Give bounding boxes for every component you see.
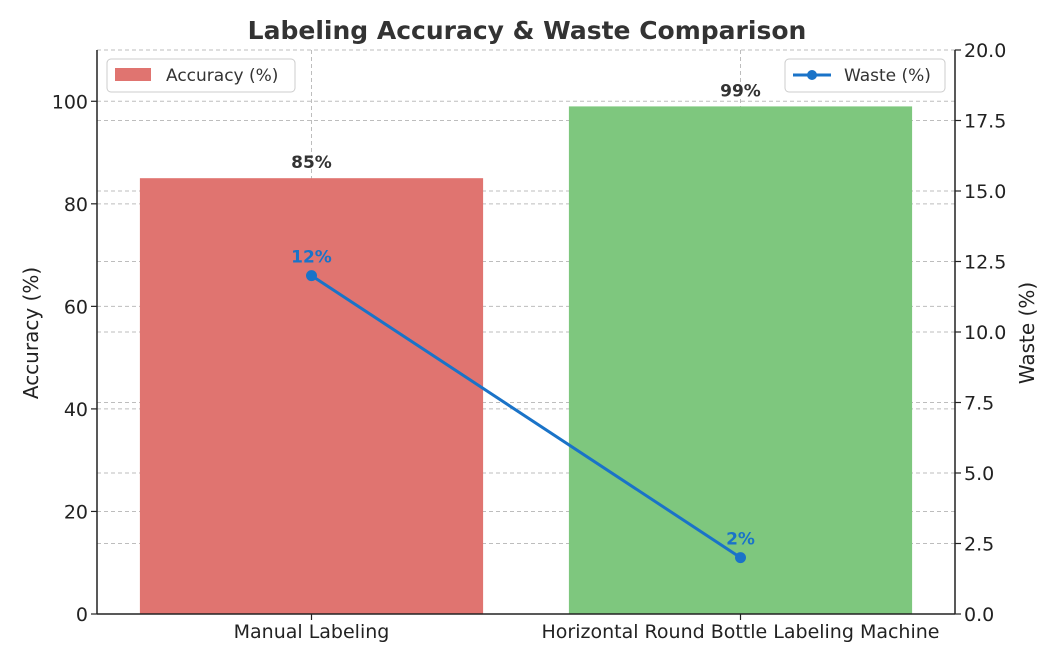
x-tick-label: Manual Labeling [234,621,390,643]
y-axis-label-right: Waste (%) [1015,282,1039,384]
y-tick-label-left: 40 [64,399,88,421]
y-axis-label-left: Accuracy (%) [19,267,43,399]
y-tick-label-right: 12.5 [964,252,1006,274]
bar [139,178,484,614]
bar-data-label: 85% [291,153,332,173]
legend-frame [106,58,296,93]
y-tick-label-right: 2.5 [964,534,994,556]
legend-label-waste: Waste (%) [844,66,931,86]
legend-swatch-accuracy [115,68,151,81]
bar-series: 85% 99% [139,81,913,615]
bar-data-label: 99% [720,81,761,101]
legend-marker-waste [807,70,817,80]
y-tick-label-left: 60 [64,296,88,318]
y-tick-label-left: 0 [76,604,88,626]
x-tick-label: Horizontal Round Bottle Labeling Machine [542,621,940,643]
y-tick-label-left: 20 [64,501,88,523]
line-series: 12% 2% [291,248,755,564]
waste-data-label: 2% [726,530,755,550]
y-tick-label-left: 100 [52,91,88,113]
waste-point [306,270,317,282]
waste-line [310,274,742,559]
legend-waste: Waste (%) [784,58,946,93]
y-tick-label-right: 20.0 [964,40,1006,62]
legend-label-accuracy: Accuracy (%) [166,66,278,86]
y-tick-label-right: 10.0 [964,322,1006,344]
y-tick-label-right: 0.0 [964,604,994,626]
y-tick-label-right: 17.5 [964,111,1006,133]
bar [568,106,913,615]
y-tick-label-right: 15.0 [964,181,1006,203]
legend-accuracy: Accuracy (%) [106,58,296,93]
y-tick-label-right: 7.5 [964,393,994,415]
legend-frame [784,58,946,93]
y-tick-label-right: 5.0 [964,463,994,485]
axes: 0 20 40 60 80 100 0.0 2.5 5.0 7.5 10.0 12.5 15.0 17.5… [52,40,1007,643]
chart-title: Labeling Accuracy & Waste Comparison [248,16,807,45]
y-tick-label-left: 80 [64,194,88,216]
waste-data-label: 12% [291,248,332,268]
waste-point [735,552,746,564]
